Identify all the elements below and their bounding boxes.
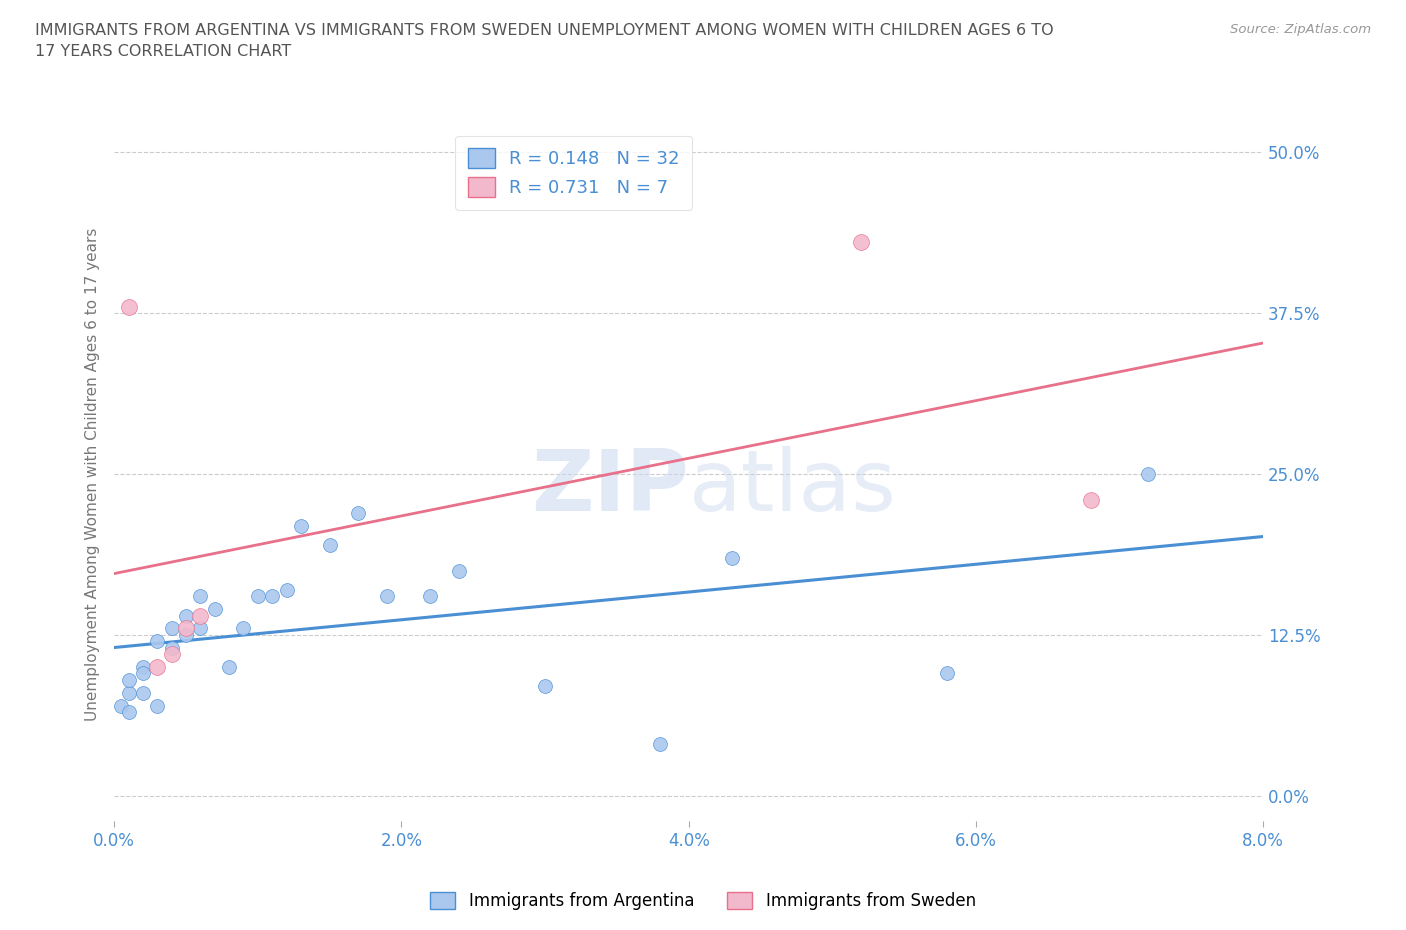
Point <box>117 685 139 700</box>
Point <box>174 628 197 643</box>
Point <box>246 589 269 604</box>
Point <box>146 634 169 649</box>
Point <box>720 551 742 565</box>
Point <box>146 698 169 713</box>
Point <box>1080 492 1102 507</box>
Text: ZIP: ZIP <box>531 446 689 529</box>
Point <box>232 621 254 636</box>
Point <box>146 659 169 674</box>
Point <box>132 685 155 700</box>
Point <box>262 589 284 604</box>
Point <box>132 666 155 681</box>
Point <box>419 589 441 604</box>
Point <box>190 608 212 623</box>
Legend: R = 0.148   N = 32, R = 0.731   N = 7: R = 0.148 N = 32, R = 0.731 N = 7 <box>456 136 692 209</box>
Point <box>290 518 312 533</box>
Point <box>110 698 132 713</box>
Point <box>174 608 197 623</box>
Point <box>132 659 155 674</box>
Point <box>849 235 872 250</box>
Point <box>936 666 959 681</box>
Point <box>160 621 183 636</box>
Point <box>174 621 197 636</box>
Point <box>160 641 183 656</box>
Point <box>160 646 183 661</box>
Point <box>347 505 370 520</box>
Point <box>117 705 139 720</box>
Legend: Immigrants from Argentina, Immigrants from Sweden: Immigrants from Argentina, Immigrants fr… <box>423 885 983 917</box>
Point <box>534 679 557 694</box>
Point <box>648 737 671 751</box>
Text: IMMIGRANTS FROM ARGENTINA VS IMMIGRANTS FROM SWEDEN UNEMPLOYMENT AMONG WOMEN WIT: IMMIGRANTS FROM ARGENTINA VS IMMIGRANTS … <box>35 23 1053 60</box>
Point <box>318 538 340 552</box>
Point <box>117 299 139 314</box>
Y-axis label: Unemployment Among Women with Children Ages 6 to 17 years: Unemployment Among Women with Children A… <box>86 227 100 721</box>
Point <box>190 589 212 604</box>
Text: atlas: atlas <box>689 446 897 529</box>
Point <box>447 563 470 578</box>
Point <box>117 672 139 687</box>
Point <box>375 589 398 604</box>
Point <box>218 659 240 674</box>
Point <box>190 621 212 636</box>
Point <box>1137 467 1160 482</box>
Text: Source: ZipAtlas.com: Source: ZipAtlas.com <box>1230 23 1371 36</box>
Point <box>204 602 226 617</box>
Point <box>276 582 298 597</box>
